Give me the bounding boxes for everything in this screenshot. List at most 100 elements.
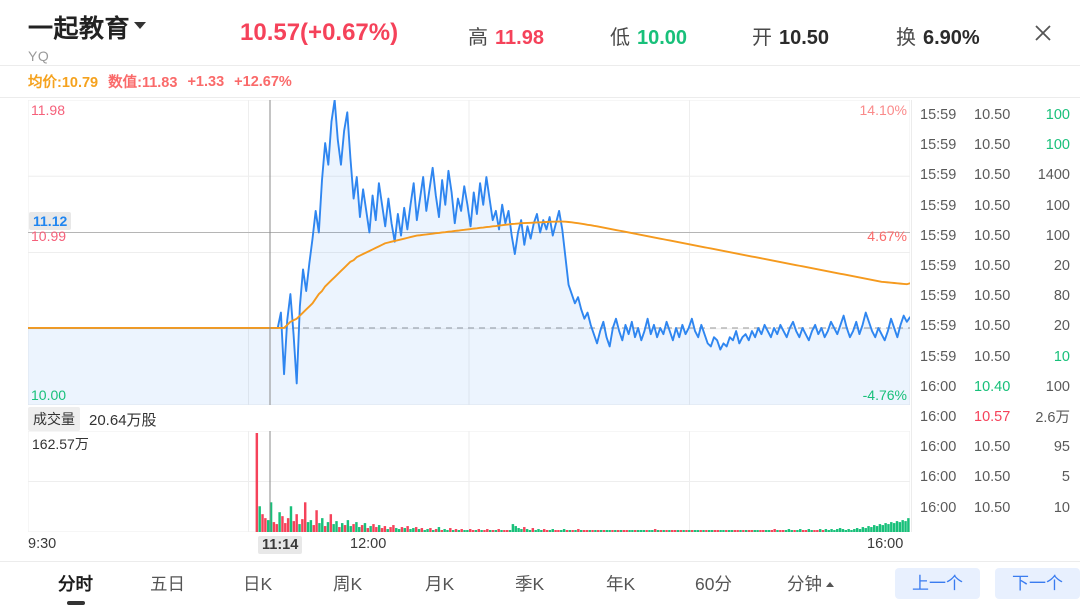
header-bar: 一起教育 YQ 10.57(+0.67%) 高 11.98 低 10.00 开 10.… xyxy=(0,0,1080,66)
trade-time: 15:59 xyxy=(920,258,957,275)
time-axis: 9:30 11:14 12:00 16:00 xyxy=(0,533,1080,561)
stat-open-label: 开 xyxy=(752,27,772,49)
trade-time: 16:00 xyxy=(920,408,957,425)
stat-high: 高 11.98 xyxy=(468,21,544,50)
caret-down-icon[interactable] xyxy=(134,22,147,29)
crosshair-price-label: 11.12 xyxy=(29,212,72,230)
tab-label: 分钟 xyxy=(787,574,822,594)
tab-label: 五日 xyxy=(150,574,185,594)
chart-panel[interactable]: 11.98 14.10% 10.99 4.67% 10.00 -4.76% 11… xyxy=(27,99,911,533)
trade-volume: 2.6万 xyxy=(1035,410,1070,427)
trade-price: 10.50 xyxy=(974,107,1011,124)
stock-identity[interactable]: 一起教育 YQ xyxy=(28,9,147,64)
tab-7[interactable]: 60分 xyxy=(695,571,732,596)
trade-row: 15:59 10.50 10 xyxy=(912,342,1080,372)
trade-volume: 95 xyxy=(1053,439,1070,456)
trade-row: 15:59 10.50 80 xyxy=(912,281,1080,311)
time-tick-crosshair: 11:14 xyxy=(258,536,303,554)
trade-time: 15:59 xyxy=(920,318,957,335)
volume-label: 成交量 xyxy=(28,407,80,431)
trade-row: 16:00 10.50 10 xyxy=(912,492,1080,522)
trade-row: 15:59 10.50 100 xyxy=(912,130,1080,160)
trade-row: 16:00 10.50 5 xyxy=(912,462,1080,492)
trade-tick-list[interactable]: 15:59 10.50 100 15:59 10.50 100 15:59 10.50 1400… xyxy=(911,100,1080,532)
trade-row: 16:00 10.50 95 xyxy=(912,432,1080,462)
trade-price: 10.50 xyxy=(974,227,1011,244)
trade-time: 16:00 xyxy=(920,499,957,516)
stat-turnover: 换 6.90% xyxy=(896,21,980,50)
tab-0[interactable]: 分时 xyxy=(58,571,93,605)
axis-label-high-pct: 14.10% xyxy=(859,102,907,118)
stat-low-label: 低 xyxy=(610,27,630,49)
tab-3[interactable]: 周K xyxy=(333,571,362,596)
stat-high-label: 高 xyxy=(468,27,488,49)
trade-volume: 100 xyxy=(1045,197,1070,214)
trade-row: 15:59 10.50 1400 xyxy=(912,160,1080,190)
stat-open: 开 10.50 xyxy=(752,21,829,50)
trade-volume: 20 xyxy=(1053,318,1070,335)
current-price: 10.57(+0.67%) xyxy=(240,19,399,46)
trade-price: 10.40 xyxy=(974,378,1011,395)
info-change: +1.33 xyxy=(187,73,225,90)
stat-low-value: 10.00 xyxy=(637,27,688,49)
tab-label: 月K xyxy=(425,574,455,594)
trade-time: 15:59 xyxy=(920,348,957,365)
trade-price: 10.50 xyxy=(974,499,1011,516)
volume-value: 20.64万股 xyxy=(89,411,157,429)
close-icon[interactable] xyxy=(1028,18,1058,48)
info-value: 数值:11.83 xyxy=(108,75,178,91)
tab-4[interactable]: 月K xyxy=(425,571,454,596)
axis-label-mid: 10.99 xyxy=(31,228,67,244)
stat-high-value: 11.98 xyxy=(495,27,544,49)
tab-label: 周K xyxy=(333,574,363,594)
period-tab-bar: 分时 五日 日K 周K 月K 季K 年K 60分 分钟 上一个 下一个 xyxy=(0,561,1080,608)
tab-5[interactable]: 季K xyxy=(515,571,544,596)
volume-chart[interactable]: 162.57万 xyxy=(27,430,911,533)
trade-volume: 10 xyxy=(1053,348,1070,365)
stat-turnover-label: 换 xyxy=(896,27,916,49)
trade-price: 10.50 xyxy=(974,197,1011,214)
trade-time: 15:59 xyxy=(920,197,957,214)
trade-time: 15:59 xyxy=(920,227,957,244)
crosshair-info-strip: 均价:10.79 数值:11.83 +1.33 +12.67% xyxy=(0,66,1080,98)
prev-stock-button[interactable]: 上一个 xyxy=(895,568,980,599)
trade-time: 15:59 xyxy=(920,137,957,154)
trade-time: 16:00 xyxy=(920,439,957,456)
stock-name: 一起教育 xyxy=(28,15,131,43)
trade-volume: 1400 xyxy=(1037,167,1070,184)
tab-8[interactable]: 分钟 xyxy=(787,571,834,596)
axis-label-low-pct: -4.76% xyxy=(862,387,907,403)
stock-code: YQ xyxy=(28,48,50,64)
trade-price: 10.50 xyxy=(974,318,1011,335)
trade-time: 16:00 xyxy=(920,378,957,395)
trade-volume: 80 xyxy=(1053,288,1070,305)
tab-1[interactable]: 五日 xyxy=(150,571,185,596)
trade-price: 10.50 xyxy=(974,439,1011,456)
volume-chart-svg xyxy=(27,430,911,533)
stat-low: 低 10.00 xyxy=(610,21,687,50)
trade-row: 16:00 10.57 2.6万 xyxy=(912,402,1080,432)
tab-2[interactable]: 日K xyxy=(243,571,272,596)
tab-6[interactable]: 年K xyxy=(606,571,635,596)
trade-row: 15:59 10.50 100 xyxy=(912,191,1080,221)
trade-time: 15:59 xyxy=(920,167,957,184)
trade-time: 15:59 xyxy=(920,107,957,124)
trade-price: 10.50 xyxy=(974,348,1011,365)
tab-label: 日K xyxy=(243,574,273,594)
volume-max-label: 162.57万 xyxy=(32,436,89,452)
next-stock-button[interactable]: 下一个 xyxy=(995,568,1080,599)
trade-row: 15:59 10.50 100 xyxy=(912,221,1080,251)
time-tick: 9:30 xyxy=(28,536,57,552)
caret-up-icon[interactable] xyxy=(826,581,834,587)
trade-time: 15:59 xyxy=(920,288,957,305)
trade-volume: 100 xyxy=(1045,137,1070,154)
trade-row: 15:59 10.50 100 xyxy=(912,100,1080,130)
trade-price: 10.50 xyxy=(974,258,1011,275)
trade-volume: 100 xyxy=(1045,227,1070,244)
trade-price: 10.57 xyxy=(974,408,1011,425)
axis-label-low: 10.00 xyxy=(31,387,67,403)
trade-time: 16:00 xyxy=(920,469,957,486)
price-chart[interactable]: 11.98 14.10% 10.99 4.67% 10.00 -4.76% 11… xyxy=(27,99,911,406)
trade-volume: 100 xyxy=(1045,378,1070,395)
